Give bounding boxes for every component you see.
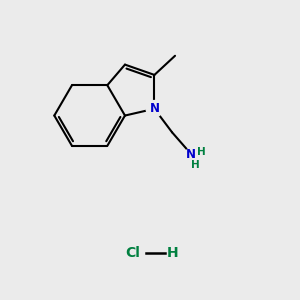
Text: H: H bbox=[191, 160, 200, 170]
Text: H: H bbox=[166, 246, 178, 260]
Text: N: N bbox=[186, 148, 196, 161]
Circle shape bbox=[146, 100, 163, 117]
Circle shape bbox=[184, 147, 205, 168]
Text: N: N bbox=[149, 102, 159, 115]
Text: H: H bbox=[197, 147, 206, 158]
Text: Cl: Cl bbox=[125, 246, 140, 260]
